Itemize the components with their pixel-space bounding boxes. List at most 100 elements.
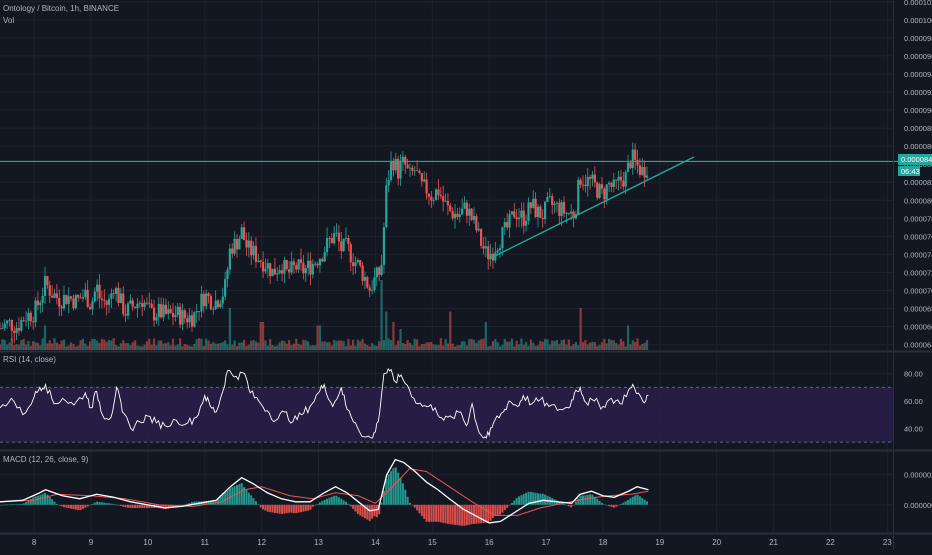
volume-bar [418, 346, 421, 350]
macd-histogram-bar [359, 504, 362, 516]
candle-body [562, 202, 566, 214]
volume-bar [399, 329, 402, 350]
candle-body [235, 238, 239, 250]
macd-histogram-bar [245, 490, 248, 505]
volume-bar [607, 338, 611, 350]
volume-bar [186, 344, 189, 350]
candle-body [612, 179, 615, 188]
candle-body [619, 176, 623, 181]
macd-histogram-bar [91, 504, 94, 505]
candle-body [39, 302, 42, 306]
volume-bar [276, 345, 279, 350]
candle-body [593, 174, 596, 183]
time-axis[interactable]: 8 9 10 11 12 13 14 15 16 17 18 19 20 21 22 23 [32, 538, 892, 547]
volume-bar [207, 340, 210, 350]
candle-body [579, 179, 582, 185]
price-tick-label: 0.0000920 [904, 88, 932, 97]
candle-body [553, 203, 556, 206]
candle-body [297, 259, 300, 270]
candle-body [17, 327, 21, 331]
candle-body [240, 227, 243, 239]
candle-body [548, 196, 551, 198]
macd-histogram-bar [108, 503, 111, 505]
volume-bar [51, 343, 54, 350]
volume-bar [164, 343, 167, 350]
volume-bar [517, 344, 521, 350]
candle-body [534, 198, 537, 218]
volume-bar [103, 339, 106, 350]
candle-body [112, 293, 115, 295]
volume-bar [72, 344, 75, 350]
macd-histogram-bar [314, 504, 317, 506]
macd-histogram-bar [269, 504, 272, 513]
volume-bar [264, 340, 267, 350]
candle-body [342, 238, 345, 252]
candle-body [361, 265, 364, 281]
price-tick-label: 0.0001000 [904, 16, 932, 25]
candle-body [221, 296, 224, 304]
candle-body [392, 161, 395, 171]
volume-bar [349, 345, 352, 350]
volume-bar [20, 340, 23, 350]
macd-histogram-bar [290, 504, 293, 513]
candle-body [162, 304, 165, 318]
volume-bar [453, 346, 457, 350]
volume-bar [347, 338, 350, 350]
candle-body [107, 298, 111, 305]
macd-histogram-bar [188, 502, 191, 505]
volume-bar [496, 342, 499, 350]
volume-bar [408, 342, 412, 350]
time-tick-label: 10 [143, 538, 152, 547]
volume-bar [458, 344, 461, 350]
candle-body [420, 173, 423, 182]
candle-body [86, 289, 89, 307]
macd-histogram-bar [29, 498, 32, 505]
candle-body [169, 309, 172, 313]
macd-histogram-bar [435, 504, 438, 522]
volume-bar [136, 345, 139, 350]
macd-histogram-bar [53, 501, 56, 505]
macd-histogram-bar [224, 491, 227, 505]
volume-bar [58, 344, 61, 350]
macd-histogram-bar [299, 504, 302, 513]
candle-body [352, 262, 355, 267]
price-tick-label: 0.0001020 [904, 0, 932, 7]
volume-bar [257, 342, 260, 350]
time-tick-label: 16 [485, 538, 494, 547]
macd-histogram-bar [58, 504, 61, 506]
macd-histogram-bar [93, 502, 96, 505]
price-tick-label: 0.0000660 [904, 323, 932, 332]
candle-body [167, 309, 170, 314]
macd-histogram-bar [278, 504, 281, 514]
volume-bar [100, 338, 104, 350]
volume-bar [325, 342, 329, 350]
volume-bar [88, 341, 92, 350]
macd-histogram-bar [77, 504, 80, 511]
candle-body [638, 165, 641, 175]
volume-bar [558, 344, 561, 350]
macd-histogram-bar [397, 472, 400, 505]
macd-histogram-bar [555, 500, 558, 505]
volume-bar [423, 343, 426, 350]
volume-bar [1, 339, 4, 350]
candle-body [643, 167, 646, 178]
candle-body [615, 179, 618, 181]
candle-body [15, 327, 18, 333]
price-tick-label: 0.0000640 [904, 341, 932, 350]
volume-bar [380, 280, 383, 350]
volume-bar [98, 343, 101, 350]
volume-bar [442, 345, 445, 350]
candle-body [472, 216, 476, 220]
volume-bar [86, 345, 89, 350]
volume-bar [482, 338, 485, 350]
volume-bar [36, 342, 40, 350]
candle-body [610, 182, 613, 188]
candle-body [91, 301, 94, 310]
macd-histogram-bar [574, 501, 577, 505]
candle-body [226, 269, 229, 280]
candle-body [115, 287, 118, 294]
candle-body [408, 167, 412, 169]
macd-histogram-bar [475, 504, 478, 524]
